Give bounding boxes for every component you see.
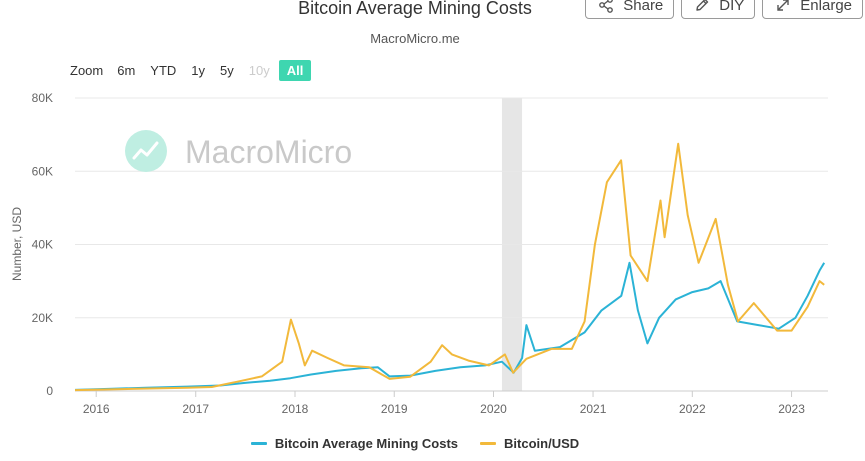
- y-tick-label: 80K: [32, 91, 53, 105]
- enlarge-label: Enlarge: [800, 0, 852, 14]
- zoom-controls: Zoom 6m YTD 1y 5y 10y All: [70, 60, 314, 81]
- watermark-text: MacroMicro: [185, 134, 352, 170]
- diy-button[interactable]: DIY: [681, 0, 756, 19]
- x-tick-label: 2018: [282, 402, 309, 416]
- watermark-logo-icon: [125, 130, 167, 172]
- zoom-10y-button[interactable]: 10y: [248, 63, 270, 78]
- zoom-5y-button[interactable]: 5y: [220, 63, 234, 78]
- y-tick-label: 40K: [32, 238, 53, 252]
- legend-swatch-mining-cost: [250, 442, 267, 445]
- x-tick-label: 2022: [679, 402, 706, 416]
- expand-icon: [775, 0, 791, 13]
- mining-cost-line: [74, 261, 826, 391]
- share-button[interactable]: Share: [585, 0, 675, 19]
- legend-item-btc-usd[interactable]: Bitcoin/USD: [480, 436, 579, 451]
- x-tick-label: 2021: [580, 402, 607, 416]
- zoom-label: Zoom: [70, 63, 104, 78]
- chart-subtitle: MacroMicro.me: [370, 31, 460, 46]
- y-tick-label: 20K: [32, 311, 53, 325]
- chart-legend: Bitcoin Average Mining Costs Bitcoin/USD: [0, 436, 830, 451]
- legend-label-mining-cost: Bitcoin Average Mining Costs: [274, 436, 459, 451]
- y-axis-title: Number, USD: [10, 207, 24, 281]
- zoom-all-button[interactable]: All: [278, 60, 312, 81]
- x-tick-label: 2019: [381, 402, 408, 416]
- share-icon: [598, 0, 614, 13]
- zoom-ytd-button[interactable]: YTD: [150, 63, 177, 78]
- watermark: MacroMicro: [125, 130, 352, 172]
- legend-label-btc-usd: Bitcoin/USD: [504, 436, 580, 451]
- diy-label: DIY: [719, 0, 745, 14]
- chart-toolbar: Share DIY Enlarge: [585, 0, 863, 19]
- x-tick-label: 2017: [182, 402, 209, 416]
- watermark-logo-mark: [132, 141, 159, 160]
- chart-title: Bitcoin Average Mining Costs: [298, 0, 532, 18]
- share-label: Share: [623, 0, 664, 14]
- x-tick-label: 2020: [480, 402, 507, 416]
- x-tick-label: 2023: [778, 402, 805, 416]
- y-tick-label: 60K: [32, 164, 53, 178]
- legend-item-mining-cost[interactable]: Bitcoin Average Mining Costs: [250, 436, 459, 451]
- enlarge-button[interactable]: Enlarge: [762, 0, 863, 19]
- pencil-icon: [694, 0, 710, 13]
- x-tick-label: 2016: [83, 402, 110, 416]
- legend-swatch-btc-usd: [480, 442, 497, 445]
- zoom-6m-button[interactable]: 6m: [117, 63, 136, 78]
- y-tick-label: 0: [46, 384, 53, 398]
- zoom-1y-button[interactable]: 1y: [191, 63, 206, 78]
- btc-usd-line: [74, 142, 825, 392]
